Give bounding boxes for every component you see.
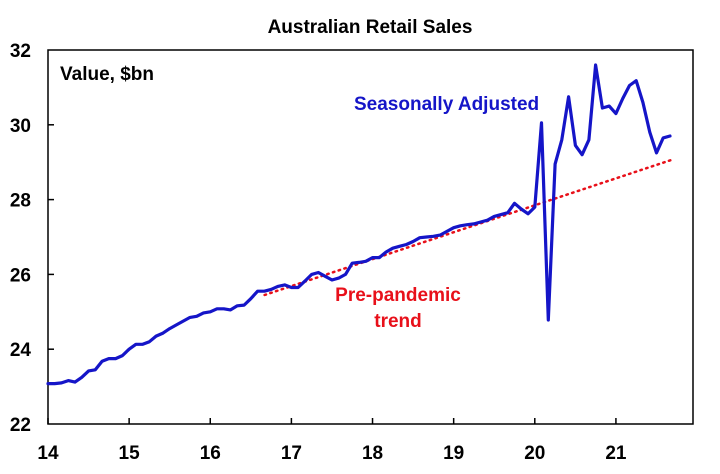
series-line-pre-pandemic-trend: [263, 159, 672, 297]
y-tick-label: 32: [10, 41, 31, 62]
y-tick-label: 30: [10, 116, 31, 137]
chart-title: Australian Retail Sales: [268, 17, 473, 38]
y-axis: 22 24 26 28 30 32: [10, 41, 54, 436]
y-tick-label: 24: [10, 340, 32, 361]
y-tick-label: 26: [10, 265, 31, 286]
y-tick-label: 28: [10, 191, 31, 212]
series-label-trend-line-1: Pre-pandemic: [335, 285, 461, 306]
series-layer: [46, 63, 672, 386]
unit-label: Value, $bn: [60, 64, 154, 85]
x-tick-label: 18: [362, 443, 383, 464]
series-line-seasonally-adjusted: [46, 63, 672, 386]
x-tick-label: 21: [605, 443, 627, 464]
plot-frame: [47, 49, 694, 425]
series-label-trend-line-2: trend: [374, 311, 422, 332]
series-label-seasonally-adjusted: Seasonally Adjusted: [354, 94, 539, 115]
x-tick-label: 15: [119, 443, 141, 464]
x-tick-label: 20: [524, 443, 545, 464]
x-axis: 14 15 16 17 18 19 20 21: [37, 418, 627, 464]
y-tick-label: 22: [10, 415, 31, 436]
x-tick-label: 16: [200, 443, 221, 464]
x-tick-label: 14: [37, 443, 59, 464]
x-tick-label: 17: [281, 443, 302, 464]
x-tick-label: 19: [443, 443, 464, 464]
